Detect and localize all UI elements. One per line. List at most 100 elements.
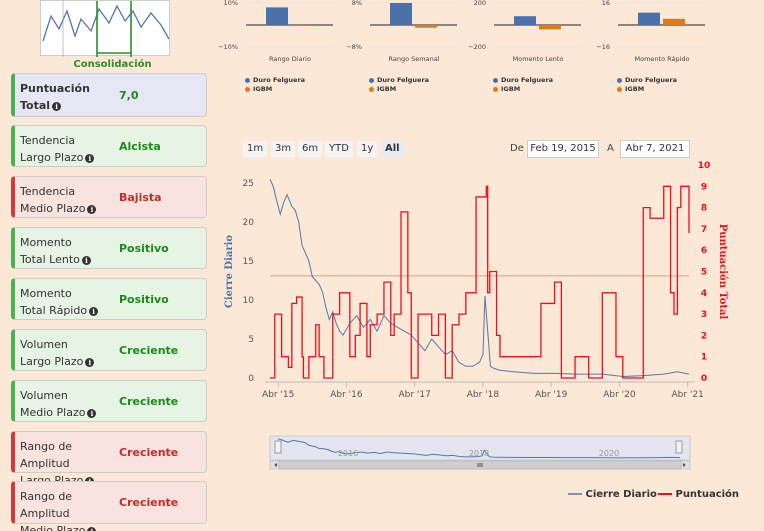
indicator-label-line1: Rango de Amplitud (20, 490, 73, 520)
mini-ymax: 200 (474, 0, 486, 7)
mini-ymin: −200 (468, 43, 486, 51)
right-tick-label: 7 (701, 225, 707, 235)
mini-legend-item[interactable]: Duro Felguera (493, 76, 553, 85)
indicator-card[interactable]: Rango de Amplitud Medio Plazo i Creciente (11, 481, 207, 531)
mini-legend-item[interactable]: IGBM (369, 85, 429, 94)
indicator-label-line1: Volumen (20, 338, 68, 351)
mini-chart-name: Rango Semanal (389, 55, 440, 63)
indicator-label: Tendencia Largo Plazo i (20, 132, 122, 166)
range-button[interactable]: YTD (325, 141, 353, 157)
x-tick-label: Abr '16 (330, 390, 363, 400)
main-chart[interactable]: 0 5 10 15 20 25 0 1 2 3 4 5 6 7 8 9 10 Cierre Diario Puntu… (220, 158, 740, 478)
right-tick-label: 9 (701, 182, 707, 192)
legend-cierre-label: Cierre Diario (585, 489, 657, 500)
mini-bar-series2 (539, 25, 561, 30)
mini-legend: Duro Felguera IGBM (617, 76, 677, 94)
indicator-label: Volumen Medio Plazo i (20, 387, 122, 421)
left-axis-title: Cierre Diario (224, 235, 235, 309)
mini-ymin: −8% (346, 43, 362, 51)
mini-chart[interactable]: 10% −10% Rango Diario (218, 0, 338, 68)
info-icon[interactable]: i (89, 306, 99, 316)
puntuacion-line (270, 185, 690, 379)
indicator-label-line2: Largo Plazo (20, 355, 84, 368)
left-tick-label: 15 (243, 257, 254, 267)
indicator-card[interactable]: Puntuación Total i 7,0 (11, 73, 207, 117)
indicator-label: Tendencia Medio Plazo i (20, 183, 122, 217)
legend-puntuacion-label: Puntuación (675, 489, 740, 500)
indicator-value: Alcista (119, 139, 161, 153)
x-tick-label: Abr '18 (467, 390, 500, 400)
mini-legend-label: Duro Felguera (501, 76, 554, 84)
left-tick-label: 25 (243, 179, 254, 189)
navigator-handle-left (274, 440, 282, 454)
indicator-label-line1: Volumen (20, 389, 68, 402)
indicator-label-line2: Medio Plazo (20, 524, 86, 531)
indicator-value: Positivo (119, 292, 169, 306)
range-button[interactable]: All (381, 141, 404, 157)
mini-legend-label: Duro Felguera (625, 76, 678, 84)
info-icon[interactable]: i (87, 408, 97, 418)
indicator-label-line1: Tendencia (20, 185, 76, 198)
right-tick-label: 4 (701, 289, 707, 299)
mini-legend-item[interactable]: Duro Felguera (245, 76, 305, 85)
indicator-label: Momento Total Rápido i (20, 285, 122, 319)
indicator-label-line2: Medio Plazo (20, 406, 86, 419)
info-icon[interactable]: i (81, 255, 91, 265)
mini-legend-item[interactable]: Duro Felguera (369, 76, 429, 85)
right-tick-label: 1 (701, 353, 707, 363)
indicator-card[interactable]: Tendencia Medio Plazo i Bajista (11, 176, 207, 218)
indicator-card[interactable]: Momento Total Rápido i Positivo (11, 278, 207, 320)
thumbnail-line (42, 4, 170, 42)
from-label: De (510, 143, 524, 154)
mini-legend-item[interactable]: IGBM (617, 85, 677, 94)
info-icon[interactable]: i (52, 101, 62, 111)
navigator[interactable]: 2016 2018 2020 (265, 434, 695, 474)
mini-legend-item[interactable]: IGBM (493, 85, 553, 94)
range-button[interactable]: 3m (271, 141, 296, 157)
x-tick-label: Abr '19 (535, 390, 568, 400)
mini-legend-label: IGBM (501, 85, 521, 93)
mini-bar-series2 (663, 18, 685, 25)
info-icon[interactable]: i (85, 153, 95, 163)
left-tick-label: 0 (248, 374, 254, 384)
range-button[interactable]: 1y (357, 141, 378, 157)
mini-legend: Duro Felguera IGBM (493, 76, 553, 94)
mini-bar-series2 (291, 25, 313, 26)
mini-chart[interactable]: 200 −200 Momento Lento (466, 0, 586, 68)
legend-puntuacion[interactable]: Puntuación (658, 489, 739, 500)
navigator-line (277, 438, 681, 459)
chart-pattern-thumbnail[interactable] (40, 0, 170, 57)
mini-chart[interactable]: 16 −16 Momento Rápido (590, 0, 710, 68)
mini-legend-label: IGBM (625, 85, 645, 93)
info-icon[interactable]: i (87, 526, 97, 531)
range-button[interactable]: 6m (298, 141, 323, 157)
mini-legend-label: IGBM (377, 85, 397, 93)
mini-chart[interactable]: 8% −8% Rango Semanal (342, 0, 462, 68)
legend-cierre[interactable]: Cierre Diario (568, 489, 657, 500)
indicator-card[interactable]: Volumen Medio Plazo i Creciente (11, 380, 207, 422)
indicator-label: Puntuación Total i (20, 80, 122, 114)
left-tick-label: 20 (243, 218, 255, 228)
indicator-card[interactable]: Volumen Largo Plazo i Creciente (11, 329, 207, 371)
indicator-card[interactable]: Tendencia Largo Plazo i Alcista (11, 125, 207, 167)
mini-legend-item[interactable]: IGBM (245, 85, 305, 94)
mini-ymin: −16 (596, 43, 610, 51)
mini-bar-series1 (638, 12, 660, 25)
navigator-handle-right (675, 440, 683, 454)
indicator-label-line1: Momento (20, 287, 72, 300)
thumbnail-caption: Consolidación (73, 59, 152, 70)
range-button[interactable]: 1m (243, 141, 268, 157)
x-tick-label: Abr '17 (398, 390, 430, 400)
indicator-label-line1: Puntuación (20, 82, 90, 95)
indicator-value: Bajista (119, 190, 162, 204)
from-date-input[interactable]: Feb 19, 2015 (527, 140, 599, 158)
indicator-label: Momento Total Lento i (20, 234, 122, 268)
indicator-card[interactable]: Momento Total Lento i Positivo (11, 227, 207, 269)
to-date-input[interactable]: Abr 7, 2021 (620, 140, 690, 158)
mini-legend-item[interactable]: Duro Felguera (617, 76, 677, 85)
info-icon[interactable]: i (85, 357, 95, 367)
right-tick-label: 3 (701, 310, 707, 320)
mini-bar-series1 (514, 16, 536, 25)
info-icon[interactable]: i (87, 204, 97, 214)
